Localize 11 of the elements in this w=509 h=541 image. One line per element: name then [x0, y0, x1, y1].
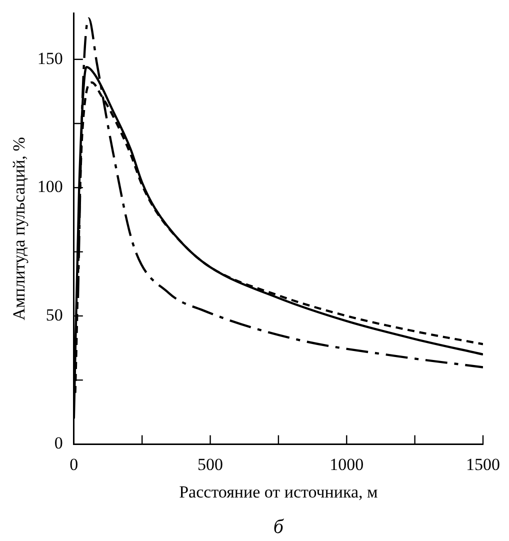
y-tick-label: 100 [37, 177, 63, 196]
x-axis-title: Расстояние от источника, м [179, 482, 378, 502]
x-tick-label: 1000 [330, 454, 364, 474]
x-tick-label: 500 [198, 454, 224, 474]
y-tick-label: 0 [54, 434, 63, 453]
x-tick-label: 1500 [466, 454, 500, 474]
y-tick-label: 150 [37, 48, 63, 68]
y-axis-title: Амплитуда пульсаций, % [10, 137, 29, 320]
text: б [273, 516, 284, 538]
x-tick-label: 0 [70, 454, 78, 474]
y-tick-label: 50 [46, 305, 63, 324]
